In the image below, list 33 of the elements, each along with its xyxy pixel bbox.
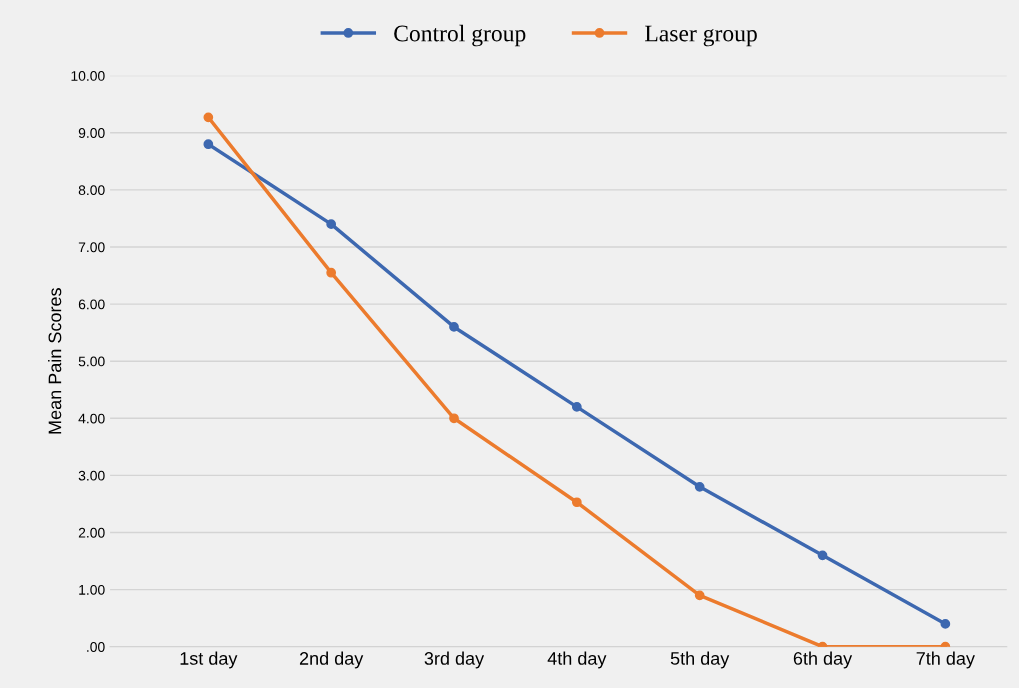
point [571,402,582,412]
y-tick-label: 3.00 [78,470,105,481]
x-tick-label: 4th day [547,651,607,669]
y-tick-label: 5.00 [78,356,105,367]
y-tick-label: 4.00 [78,413,105,424]
legend-label: Laser group [645,25,757,47]
x-tick-label: 6th day [793,651,853,669]
y-tick-label: 2.00 [78,527,105,538]
point [694,481,705,492]
y-tick-label: 10.00 [71,71,105,81]
point [940,619,951,629]
point [203,112,214,123]
y-tick-label: .00 [87,642,105,652]
point [326,267,337,278]
y-tick-label: 9.00 [78,128,105,138]
x-tick-label: 1st day [180,651,238,669]
point [571,497,582,508]
point [203,139,214,150]
point [817,550,828,561]
point [326,219,337,230]
y-tick-label: 6.00 [78,299,105,310]
y-tick-label: 7.00 [78,242,105,253]
x-tick-label: 5th day [670,651,730,669]
y-tick-label: 8.00 [78,185,105,196]
y-tick-label: 1.00 [79,584,105,595]
x-tick-label: 7th day [916,651,975,669]
x-tick-label: 3rd day [424,651,485,669]
point [449,413,459,424]
point [694,590,705,601]
x-tick-label: 2nd day [299,651,364,669]
point [449,322,459,332]
y-axis-title: Mean Pain Scores [48,288,62,434]
legend-label: Control group [394,24,526,47]
